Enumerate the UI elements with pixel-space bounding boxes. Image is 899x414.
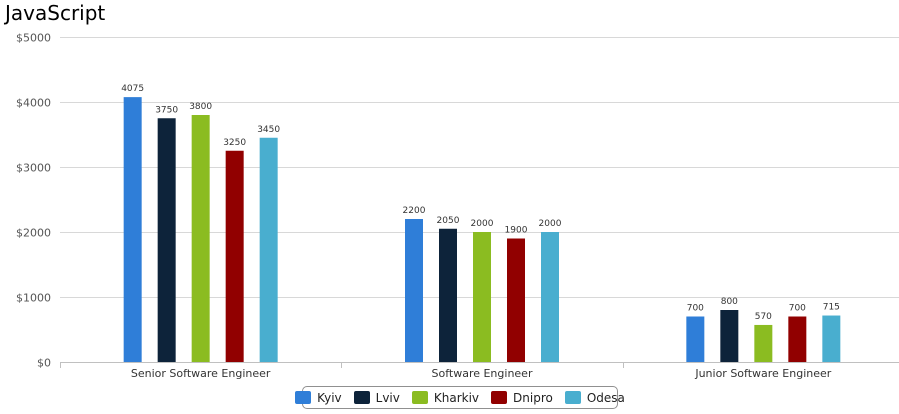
legend-item-lviv[interactable]: Lviv xyxy=(353,390,400,405)
data-label: 3750 xyxy=(155,105,178,115)
y-tick-label: $2000 xyxy=(16,227,51,240)
x-category-label: Software Engineer xyxy=(432,367,533,380)
legend-label: Dnipro xyxy=(513,390,553,405)
y-tick-label: $4000 xyxy=(16,97,51,110)
data-label: 2000 xyxy=(539,219,562,229)
y-tick-label: $3000 xyxy=(16,162,51,175)
legend-swatch xyxy=(411,391,428,404)
bar-odesa[interactable] xyxy=(822,315,841,362)
legend-label: Kharkiv xyxy=(433,390,480,405)
bar-lviv[interactable] xyxy=(439,228,457,362)
legend-item-dnipro[interactable]: Dnipro xyxy=(491,391,553,405)
bar-odesa[interactable] xyxy=(541,232,559,362)
x-category-label: Senior Software Engineer xyxy=(131,367,271,380)
legend-item-odesa[interactable]: Odesa xyxy=(564,390,625,405)
data-label: 700 xyxy=(789,304,806,314)
legend: Kyiv Lviv Kharkiv Dnipro Odesa xyxy=(295,386,625,409)
data-label: 2050 xyxy=(437,216,460,226)
axes: $0 $1000 $2000 $3000 $4000 $5000 Senior Softwa… xyxy=(16,32,832,381)
legend-item-kharkiv[interactable]: Kharkiv xyxy=(411,390,480,405)
legend-label: Lviv xyxy=(375,390,400,405)
data-labels: 4075 3750 3800 3250 3450 2200 2050 2000 1900 2000… xyxy=(121,84,840,322)
y-tick-label: $1000 xyxy=(16,292,51,305)
data-label: 3250 xyxy=(223,138,246,148)
data-label: 4075 xyxy=(121,84,144,94)
chart-plot: $0 $1000 $2000 $3000 $4000 $5000 Senior Softwa… xyxy=(16,32,899,381)
data-label: 800 xyxy=(721,297,738,307)
legend-swatch xyxy=(564,391,581,404)
bar-kyiv[interactable] xyxy=(686,316,705,363)
legend-swatch xyxy=(353,391,370,404)
y-tick-label: $0 xyxy=(37,357,51,370)
bar-kharkiv[interactable] xyxy=(754,324,773,362)
legend-item-kyiv[interactable]: Kyiv xyxy=(295,391,342,405)
bar-dnipro[interactable] xyxy=(225,150,244,362)
chart-title: JavaScript xyxy=(5,1,106,25)
bar-odesa[interactable] xyxy=(259,137,278,362)
legend-label: Kyiv xyxy=(317,390,342,405)
data-label: 3800 xyxy=(189,102,212,112)
data-label: 570 xyxy=(755,312,772,322)
legend-swatch xyxy=(491,391,508,404)
legend-swatch xyxy=(295,391,312,404)
bar-kyiv[interactable] xyxy=(405,219,423,362)
legend-label: Odesa xyxy=(586,390,625,405)
data-label: 2000 xyxy=(471,219,494,229)
bars xyxy=(123,97,841,363)
bar-kharkiv[interactable] xyxy=(473,232,491,362)
bar-kyiv[interactable] xyxy=(123,97,142,362)
data-label: 700 xyxy=(687,304,704,314)
data-label: 3450 xyxy=(257,125,280,135)
data-label: 1900 xyxy=(505,226,528,236)
data-label: 715 xyxy=(823,303,840,313)
y-tick-label: $5000 xyxy=(16,32,51,45)
data-label: 2200 xyxy=(403,206,426,216)
bar-lviv[interactable] xyxy=(157,118,176,362)
bar-kharkiv[interactable] xyxy=(191,115,210,362)
bar-dnipro[interactable] xyxy=(788,316,807,363)
bar-dnipro[interactable] xyxy=(507,238,525,363)
x-category-label: Junior Software Engineer xyxy=(694,367,831,380)
bar-lviv[interactable] xyxy=(720,310,739,362)
